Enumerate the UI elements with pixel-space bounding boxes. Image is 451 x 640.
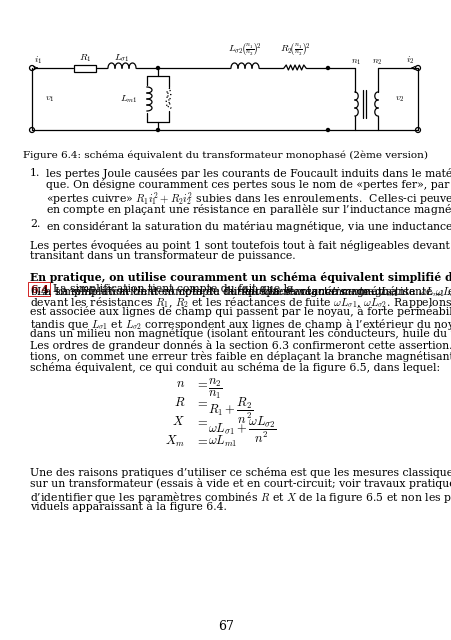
Text: $v_2$: $v_2$ <box>395 94 404 104</box>
Text: 67: 67 <box>217 620 234 632</box>
Text: $L_{\sigma2}\!\left(\frac{n_1}{n_2}\right)^{\!2}$: $L_{\sigma2}\!\left(\frac{n_1}{n_2}\righ… <box>228 42 261 58</box>
Text: Une des raisons pratiques d’utiliser ce schéma est que les mesures classiquement: Une des raisons pratiques d’utiliser ce … <box>30 467 451 478</box>
Text: $ \omega L_{\sigma1}+\dfrac{\omega L_{\sigma2}}{n^2}$: $ \omega L_{\sigma1}+\dfrac{\omega L_{\s… <box>207 415 276 445</box>
Circle shape <box>326 67 329 70</box>
Text: $R$: $R$ <box>173 396 184 409</box>
Text: 1.: 1. <box>30 168 40 178</box>
Text: les pertes Joule causées par les courants de Foucault induits dans le matériau m: les pertes Joule causées par les courant… <box>46 168 451 179</box>
Text: tandis que $L_{\sigma1}$ et $L_{\sigma2}$ correspondent aux lignes de champ à l’: tandis que $L_{\sigma1}$ et $L_{\sigma2}… <box>30 317 451 332</box>
Text: en compte en plaçant une résistance en parallèle sur l’inductance magnétisante $: en compte en plaçant une résistance en p… <box>46 202 451 216</box>
Text: $i_1$: $i_1$ <box>34 54 42 66</box>
Text: $=$: $=$ <box>195 377 208 390</box>
Text: $ \omega L_{m1}$: $ \omega L_{m1}$ <box>207 434 237 449</box>
Text: $=$: $=$ <box>195 396 208 409</box>
Text: dans un milieu non magnétique (isolant entourant les conducteurs, huile du trans: dans un milieu non magnétique (isolant e… <box>30 328 451 339</box>
Text: $=$: $=$ <box>195 434 208 447</box>
Text: $L_{m1}$: $L_{m1}$ <box>120 93 138 105</box>
Text: $\dfrac{n_2}{n_1}$: $\dfrac{n_2}{n_1}$ <box>207 377 222 401</box>
Text: $ R_1+\dfrac{R_2}{n^2}$: $ R_1+\dfrac{R_2}{n^2}$ <box>207 396 253 426</box>
Text: $R_2\!\left(\frac{n_1}{n_2}\right)^{\!2}$: $R_2\!\left(\frac{n_1}{n_2}\right)^{\!2}… <box>279 42 310 58</box>
Text: sur un transformateur (essais à vide et en court-circuit; voir travaux pratiques: sur un transformateur (essais à vide et … <box>30 478 451 490</box>
Text: $n_2$: $n_2$ <box>371 57 381 67</box>
Text: $R_1$: $R_1$ <box>78 52 91 64</box>
Text: viduels apparaissant à la figure 6.4.: viduels apparaissant à la figure 6.4. <box>30 500 226 512</box>
Text: $n_1$: $n_1$ <box>350 57 360 67</box>
Circle shape <box>156 129 159 131</box>
Text: $L_{\sigma1}$: $L_{\sigma1}$ <box>114 52 129 64</box>
Text: d’identifier que les paramètres combinés $R$ et $X$ de la figure 6.5 et non les : d’identifier que les paramètres combinés… <box>30 490 451 504</box>
Text: En pratique, on utilise couramment un schéma équivalent simplifié dérivé de celu: En pratique, on utilise couramment un sc… <box>30 273 451 284</box>
Circle shape <box>326 129 329 131</box>
Text: Les pertes évoquées au point 1 sont toutefois tout à fait négligeables devant le: Les pertes évoquées au point 1 sont tout… <box>30 240 451 251</box>
Text: $i_2$: $i_2$ <box>405 54 413 66</box>
Text: Les ordres de grandeur donnés à la section 6.3 confirmeront cette assertion.  Da: Les ordres de grandeur donnés à la secti… <box>30 340 451 351</box>
Text: réactance magnétisante $\omega L_{m1}$: réactance magnétisante $\omega L_{m1}$ <box>235 284 397 299</box>
Text: $X_m$: $X_m$ <box>165 434 184 449</box>
Text: 2.: 2. <box>30 219 40 228</box>
Text: «pertes cuivre» $R_1i_1^2 + R_2i_2^2$ subies dans les enroulements.  Celles-ci p: «pertes cuivre» $R_1i_1^2 + R_2i_2^2$ su… <box>46 190 451 208</box>
Text: que. On désigne couramment ces pertes sous le nom de «pertes fer», par oppositio: que. On désigne couramment ces pertes so… <box>46 179 451 190</box>
Text: transitant dans un transformateur de puissance.: transitant dans un transformateur de pui… <box>30 251 295 261</box>
Text: $=$: $=$ <box>195 415 208 428</box>
Text: en considérant la saturation du matériau magnétique, via une inductance $L_{\sig: en considérant la saturation du matériau… <box>46 219 451 234</box>
Circle shape <box>156 67 159 70</box>
Text: Figure 6.4: schéma équivalent du transformateur monophasé (2ème version): Figure 6.4: schéma équivalent du transfo… <box>23 150 428 159</box>
Text: $v_1$: $v_1$ <box>45 94 55 104</box>
Text: $X$: $X$ <box>172 415 184 428</box>
Text: . La simplification tient compte du fait que la: . La simplification tient compte du fait… <box>46 284 296 294</box>
Text: devant les résistances $R_1$, $R_2$ et les réactances de fuite $\omega L_{\sigma: devant les résistances $R_1$, $R_2$ et l… <box>30 295 451 310</box>
Text: . La simplification tient compte du fait que la réactance magnétisante $\omega L: . La simplification tient compte du fait… <box>30 284 451 299</box>
Text: est associée aux lignes de champ qui passent par le noyau, à forte perméabilité : est associée aux lignes de champ qui pas… <box>30 306 451 317</box>
Text: tions, on commet une erreur très faible en déplaçant la branche magnétisante à l: tions, on commet une erreur très faible … <box>30 351 451 362</box>
Bar <box>74 65 96 72</box>
Text: 6.4. La simplification tient compte du fait que la réactance magnétisante $\omeg: 6.4. La simplification tient compte du f… <box>30 284 451 299</box>
Text: $n$: $n$ <box>175 377 184 390</box>
Text: schéma équivalent, ce qui conduit au schéma de la figure 6.5, dans lequel:: schéma équivalent, ce qui conduit au sch… <box>30 362 439 373</box>
Text: 6.4: 6.4 <box>30 284 49 294</box>
